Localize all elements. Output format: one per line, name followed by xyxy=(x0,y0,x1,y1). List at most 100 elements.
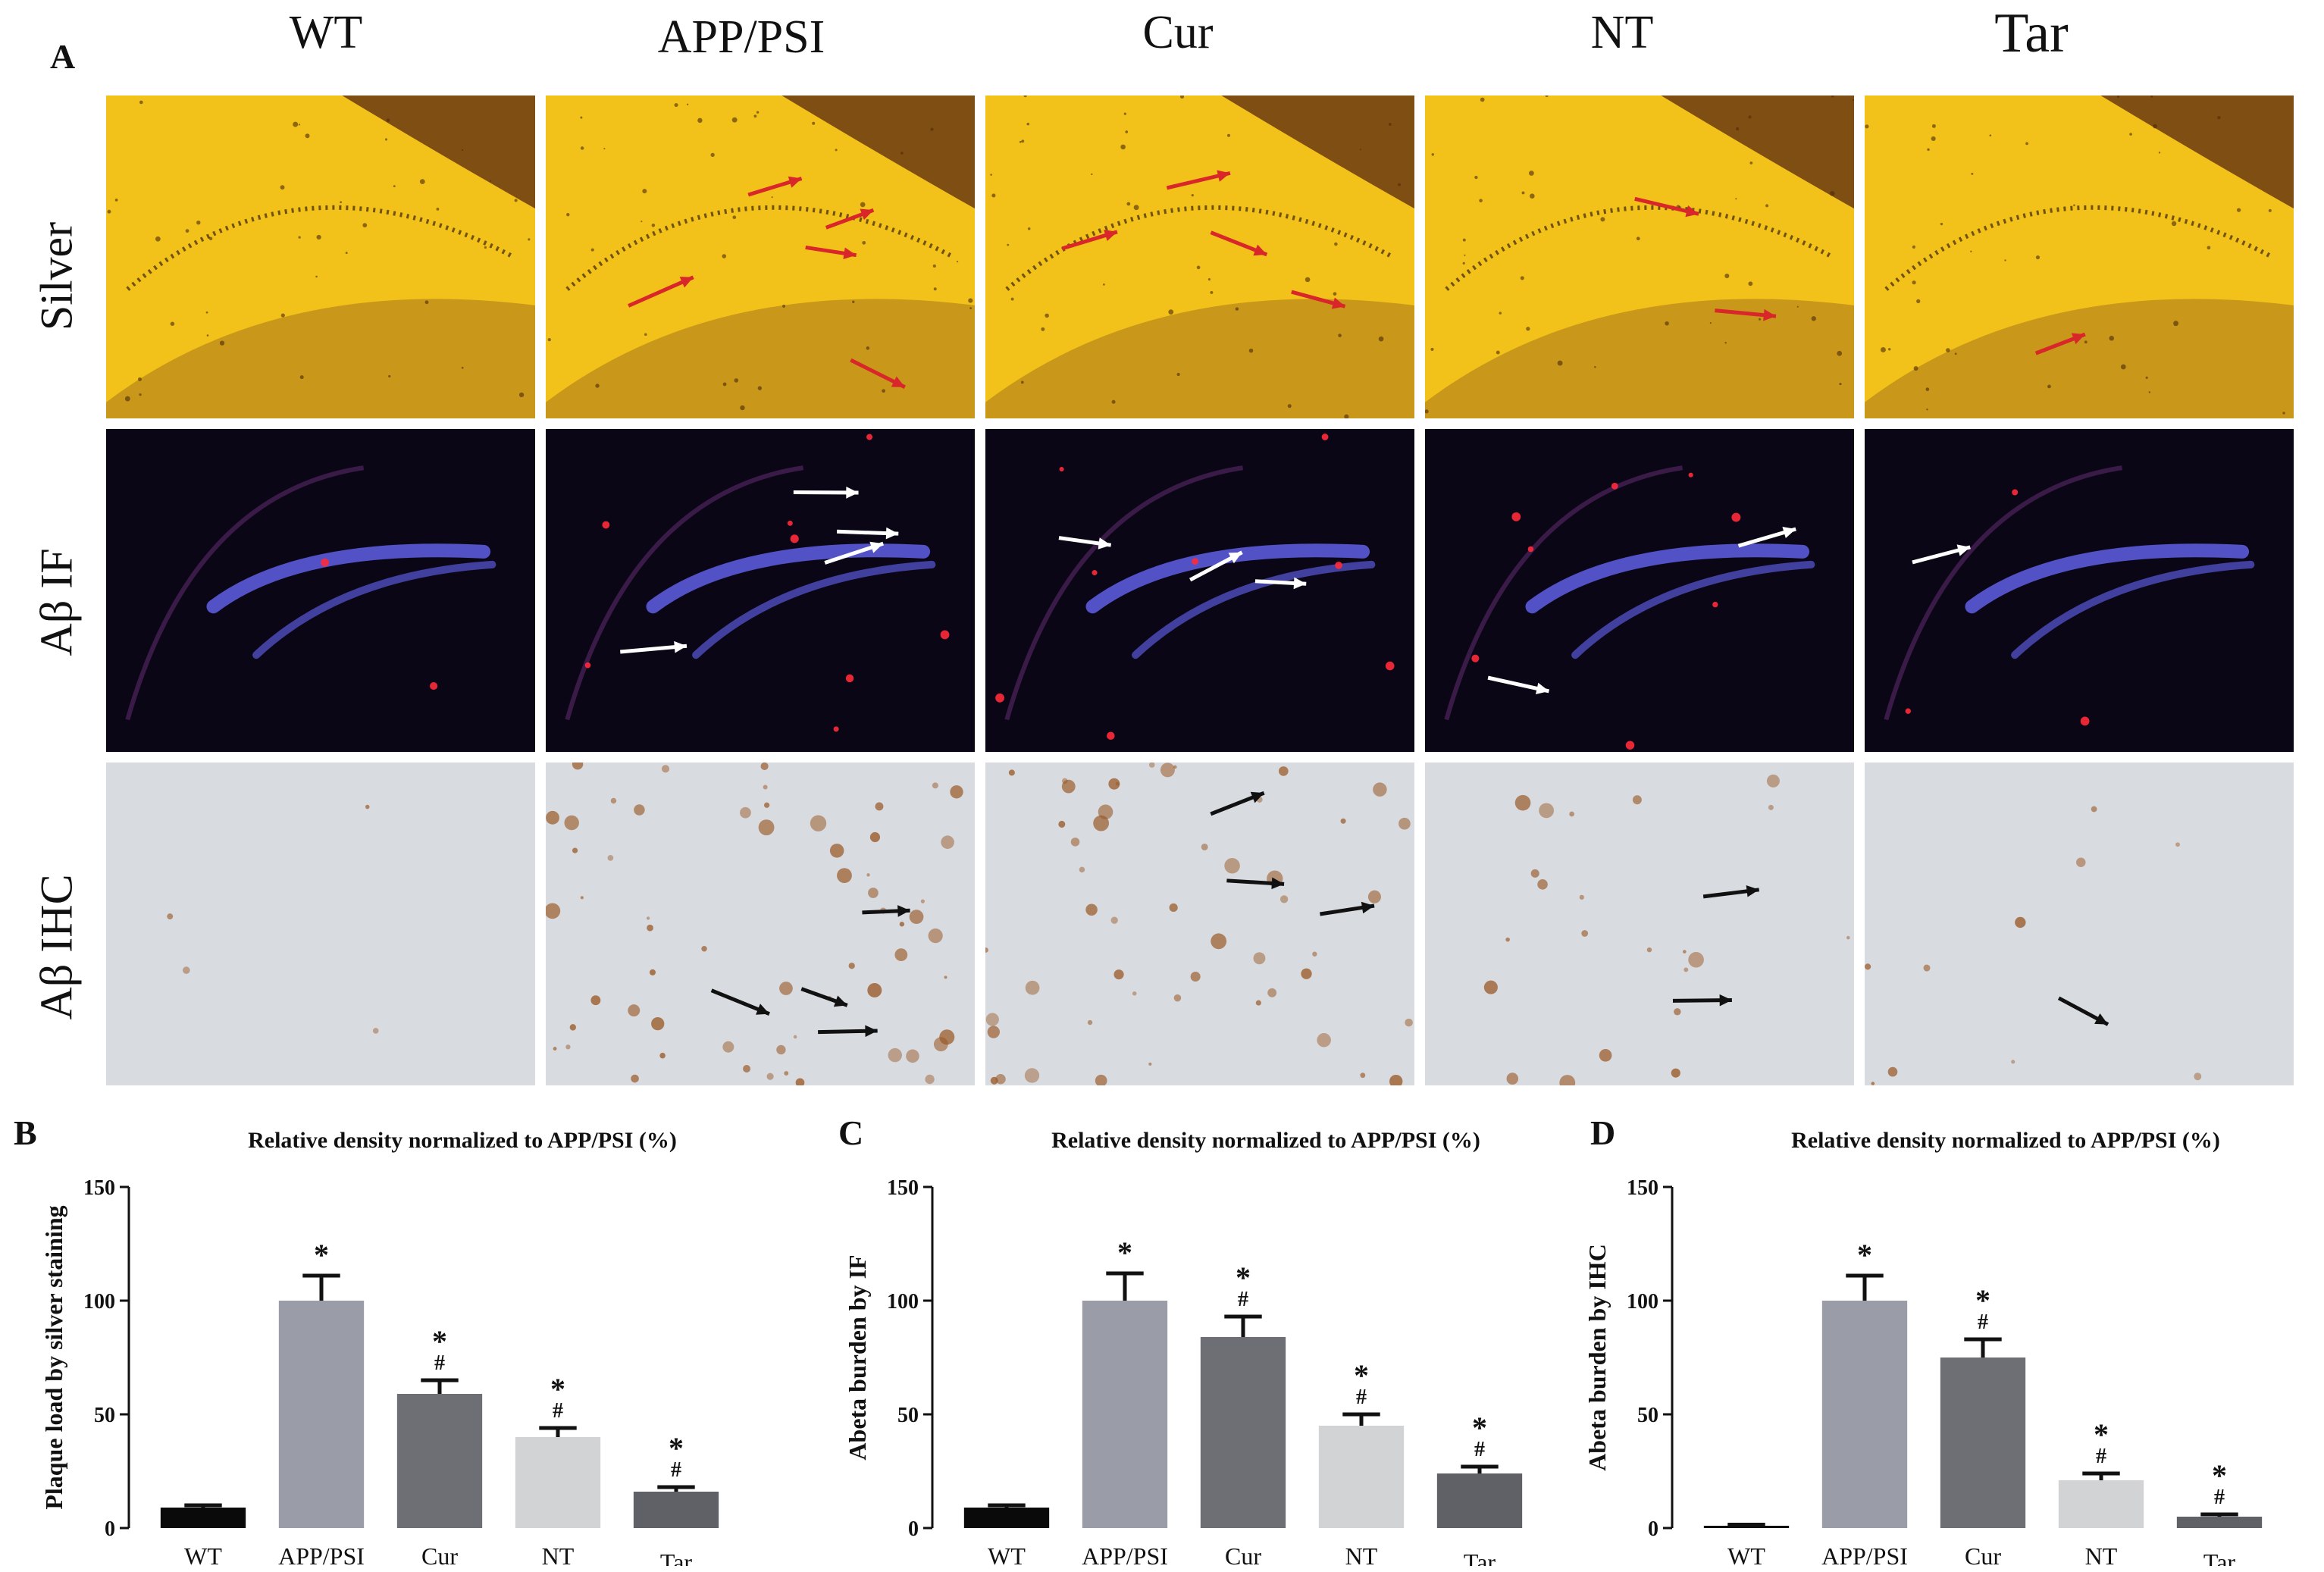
x-category-label: Tar xyxy=(1464,1549,1496,1566)
micrograph-a-if-cur xyxy=(985,429,1414,752)
row-label-silver: Silver xyxy=(31,221,82,331)
x-category-label: Cur xyxy=(421,1542,458,1566)
y-axis-label: Abeta burden by IHC xyxy=(1583,1244,1611,1471)
y-tick-label: 100 xyxy=(887,1290,919,1314)
significance-hash: # xyxy=(2214,1486,2225,1509)
micrograph-silver-tar xyxy=(1865,96,2294,418)
y-tick-label: 50 xyxy=(1637,1404,1658,1427)
bar-nt xyxy=(515,1437,601,1528)
chart-c: Relative density normalized to APP/PSI (… xyxy=(826,1119,1584,1572)
significance-star: * xyxy=(1117,1235,1132,1270)
significance-star: * xyxy=(1857,1238,1872,1272)
x-category-label: NT xyxy=(1345,1542,1378,1566)
significance-star: * xyxy=(550,1372,565,1406)
bar-tar xyxy=(633,1492,719,1528)
significance-star: * xyxy=(2094,1417,2109,1451)
bar-wt xyxy=(160,1508,246,1528)
bar-cur xyxy=(1940,1357,2026,1528)
column-header-nt: NT xyxy=(1590,7,1654,58)
micrograph-a-if-tar xyxy=(1865,429,2294,752)
y-tick-label: 0 xyxy=(105,1517,115,1541)
significance-star: * xyxy=(2212,1458,2227,1492)
bar-app-psi xyxy=(1821,1301,1908,1528)
y-tick-label: 150 xyxy=(887,1176,919,1200)
panel-label-c: C xyxy=(838,1113,864,1152)
x-category-label: WT xyxy=(184,1542,222,1566)
bar-app-psi xyxy=(1082,1301,1168,1528)
chart-d: Relative density normalized to APP/PSI (… xyxy=(1566,1119,2324,1572)
panel-label-a: A xyxy=(50,37,76,76)
micrograph-silver-cur xyxy=(985,96,1414,418)
panel-label-d: D xyxy=(1590,1113,1616,1152)
micrograph-a-ihc-wt xyxy=(106,763,535,1085)
micrograph-a-if-wt xyxy=(106,429,535,752)
significance-hash: # xyxy=(2096,1445,2106,1468)
y-tick-label: 100 xyxy=(1627,1290,1658,1314)
significance-star: * xyxy=(669,1431,684,1465)
chart-b-svg: Relative density normalized to APP/PSI (… xyxy=(40,1128,719,1572)
x-category-label: Cur xyxy=(1965,1542,2001,1566)
column-header-tar: Tar xyxy=(1994,2,2069,64)
significance-star: * xyxy=(1236,1260,1251,1295)
x-category-label: Cur xyxy=(1225,1542,1261,1566)
y-tick-label: 50 xyxy=(94,1404,115,1427)
significance-hash: # xyxy=(671,1458,681,1482)
x-category-label: APP/PSI xyxy=(278,1542,365,1566)
significance-star: * xyxy=(1354,1358,1369,1392)
significance-star: * xyxy=(1975,1283,1990,1317)
significance-hash: # xyxy=(553,1399,563,1423)
x-category-label: WT xyxy=(988,1542,1026,1566)
micrograph-a-ihc-nt xyxy=(1425,763,1854,1085)
chart-b: Relative density normalized to APP/PSI (… xyxy=(23,1119,781,1572)
bar-nt xyxy=(2058,1480,2144,1528)
x-category-label: Tar xyxy=(2203,1549,2236,1566)
significance-star: * xyxy=(314,1238,329,1272)
y-tick-label: 100 xyxy=(83,1290,115,1314)
significance-hash: # xyxy=(1474,1438,1485,1461)
chart-title: Relative density normalized to APP/PSI (… xyxy=(248,1128,677,1153)
micrograph-a-ihc-cur xyxy=(985,763,1414,1085)
micrograph-a-ihc-tar xyxy=(1865,763,2294,1085)
significance-hash: # xyxy=(1356,1386,1367,1409)
bar-wt xyxy=(1703,1526,1790,1528)
micrograph-silver-wt xyxy=(106,96,535,418)
column-header-app-psi: APP/PSI xyxy=(657,11,825,63)
panel-label-b: B xyxy=(14,1113,37,1152)
micrograph-silver-app-psi xyxy=(546,96,975,418)
x-category-label: NT xyxy=(2085,1542,2118,1566)
micrograph-a-if-nt xyxy=(1425,429,1854,752)
y-tick-label: 50 xyxy=(897,1404,919,1427)
y-tick-label: 0 xyxy=(908,1517,919,1541)
significance-star: * xyxy=(432,1324,447,1358)
x-category-label: Tar xyxy=(660,1549,693,1566)
bar-cur xyxy=(396,1394,483,1528)
x-category-label: NT xyxy=(542,1542,575,1566)
bar-tar xyxy=(2176,1517,2263,1528)
chart-title: Relative density normalized to APP/PSI (… xyxy=(1051,1128,1480,1153)
bar-app-psi xyxy=(278,1301,365,1528)
x-category-label: APP/PSI xyxy=(1821,1542,1908,1566)
significance-star: * xyxy=(1472,1411,1487,1445)
bar-wt xyxy=(963,1508,1050,1528)
column-header-wt: WT xyxy=(289,7,363,58)
micrograph-grid xyxy=(106,96,2309,1093)
bar-tar xyxy=(1436,1473,1523,1528)
row-label-abeta-ihc: Aβ IHC xyxy=(31,874,82,1020)
chart-title: Relative density normalized to APP/PSI (… xyxy=(1791,1128,2220,1153)
significance-hash: # xyxy=(1978,1311,1988,1334)
bar-nt xyxy=(1318,1426,1405,1528)
y-axis-label: Abeta burden by IF xyxy=(844,1254,871,1460)
y-tick-label: 150 xyxy=(83,1176,115,1200)
bar-cur xyxy=(1200,1337,1286,1528)
x-category-label: WT xyxy=(1727,1542,1765,1566)
row-label-abeta-if: Aβ IF xyxy=(31,548,82,656)
micrograph-silver-nt xyxy=(1425,96,1854,418)
significance-hash: # xyxy=(434,1351,445,1375)
micrograph-a-if-app-psi xyxy=(546,429,975,752)
column-header-cur: Cur xyxy=(1142,7,1214,58)
y-axis-label: Plaque load by silver staining xyxy=(40,1205,67,1509)
y-tick-label: 0 xyxy=(1648,1517,1658,1541)
micrograph-a-ihc-app-psi xyxy=(546,763,975,1085)
x-category-label: APP/PSI xyxy=(1082,1542,1168,1566)
chart-d-svg: Relative density normalized to APP/PSI (… xyxy=(1583,1128,2263,1572)
